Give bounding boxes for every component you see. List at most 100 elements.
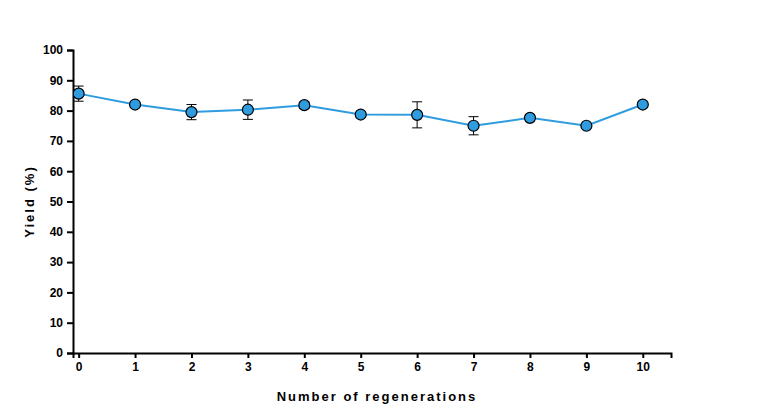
- data-point: [130, 99, 141, 110]
- error-cap: [243, 119, 253, 120]
- y-tick-label: 10: [50, 316, 64, 330]
- y-tick-mark: [67, 140, 73, 142]
- x-tick: 4: [301, 353, 308, 374]
- y-tick-mark: [67, 80, 73, 82]
- data-point: [524, 112, 535, 123]
- x-tick: 5: [358, 353, 365, 374]
- y-tick: 50: [50, 195, 73, 209]
- y-tick: 90: [50, 74, 73, 88]
- y-tick: 100: [43, 43, 73, 57]
- x-tick-label: 0: [76, 360, 83, 374]
- data-point: [73, 88, 84, 99]
- y-tick-label: 80: [50, 104, 64, 118]
- y-tick-mark: [67, 292, 73, 294]
- data-point: [581, 120, 592, 131]
- x-tick-mark: [529, 353, 531, 358]
- x-tick-mark: [304, 353, 306, 358]
- y-tick-mark: [67, 171, 73, 173]
- y-tick-label: 70: [50, 134, 64, 148]
- error-cap: [186, 119, 196, 120]
- x-tick: 3: [245, 353, 252, 374]
- x-tick-label: 6: [414, 360, 421, 374]
- y-tick-mark: [67, 201, 73, 203]
- y-tick: 60: [50, 165, 73, 179]
- x-tick-mark: [586, 353, 588, 358]
- x-tick-label: 10: [637, 360, 651, 374]
- x-tick-label: 8: [527, 360, 534, 374]
- y-tick-label: 60: [50, 165, 64, 179]
- x-tick-mark: [78, 353, 80, 358]
- y-tick-label: 30: [50, 255, 64, 269]
- data-point: [186, 107, 197, 118]
- y-tick-label: 90: [50, 74, 64, 88]
- y-tick-mark: [67, 353, 73, 355]
- data-point: [299, 100, 310, 111]
- x-tick-mark: [247, 353, 249, 358]
- x-tick-label: 9: [584, 360, 591, 374]
- x-tick-label: 5: [358, 360, 365, 374]
- error-cap: [469, 116, 479, 117]
- error-bar: [469, 117, 479, 135]
- error-cap: [74, 101, 84, 102]
- error-cap: [412, 127, 422, 128]
- x-tick-mark: [642, 353, 644, 358]
- plot-area: [73, 86, 648, 135]
- y-axis: 0 10 20 30 40 50 60 70 80 90 100: [43, 43, 74, 360]
- y-tick: 70: [50, 134, 73, 148]
- x-tick: 9: [584, 353, 591, 374]
- y-axis-line: [67, 51, 74, 354]
- x-tick-mark: [473, 353, 475, 358]
- x-tick-label: 7: [471, 360, 478, 374]
- data-point: [242, 104, 253, 115]
- x-tick: 10: [637, 353, 651, 374]
- x-tick: 0: [76, 353, 83, 374]
- x-axis: 0 1 2 3 4 5 6 7 8 9 10: [74, 353, 672, 374]
- data-point: [468, 120, 479, 131]
- data-point: [412, 109, 423, 120]
- y-tick-mark: [67, 110, 73, 112]
- data-point: [637, 99, 648, 110]
- error-bar: [74, 86, 84, 101]
- y-tick-mark: [67, 50, 73, 52]
- x-tick-mark: [191, 353, 193, 358]
- y-axis-title: Yield (%): [22, 165, 37, 237]
- y-tick-label: 40: [50, 225, 64, 239]
- x-axis-title: Number of regenerations: [277, 389, 478, 404]
- y-tick: 40: [50, 225, 73, 239]
- x-axis-line: [74, 354, 672, 359]
- x-tick-label: 4: [301, 360, 308, 374]
- chart: 0 10 20 30 40 50 60 70 80 90 100 0 1 2 3 4 5 6 7 8 9 10 Number…: [0, 0, 767, 413]
- x-tick-label: 2: [189, 360, 196, 374]
- y-tick-mark: [67, 231, 73, 233]
- x-tick: 8: [527, 353, 534, 374]
- x-tick: 2: [189, 353, 196, 374]
- y-tick: 0: [56, 346, 73, 360]
- data-line: [79, 94, 643, 126]
- y-tick: 20: [50, 286, 73, 300]
- y-tick-label: 0: [56, 346, 63, 360]
- y-tick-label: 20: [50, 286, 64, 300]
- x-tick-label: 1: [132, 360, 139, 374]
- y-tick: 80: [50, 104, 73, 118]
- x-tick: 7: [471, 353, 478, 374]
- data-point: [355, 109, 366, 120]
- y-tick: 10: [50, 316, 73, 330]
- y-tick-mark: [67, 322, 73, 324]
- x-tick-label: 3: [245, 360, 252, 374]
- x-tick: 6: [414, 353, 421, 374]
- x-tick-mark: [417, 353, 419, 358]
- y-tick-mark: [67, 262, 73, 264]
- error-cap: [469, 134, 479, 135]
- x-tick-mark: [360, 353, 362, 358]
- y-tick-label: 50: [50, 195, 64, 209]
- error-cap: [412, 101, 422, 102]
- x-tick-mark: [135, 353, 137, 358]
- x-tick: 1: [132, 353, 139, 374]
- error-cap: [186, 104, 196, 105]
- y-tick-label: 100: [43, 43, 63, 57]
- error-cap: [243, 99, 253, 100]
- error-cap: [74, 86, 84, 87]
- error-bar: [243, 100, 253, 119]
- error-bar: [186, 105, 196, 120]
- error-bar: [412, 102, 422, 128]
